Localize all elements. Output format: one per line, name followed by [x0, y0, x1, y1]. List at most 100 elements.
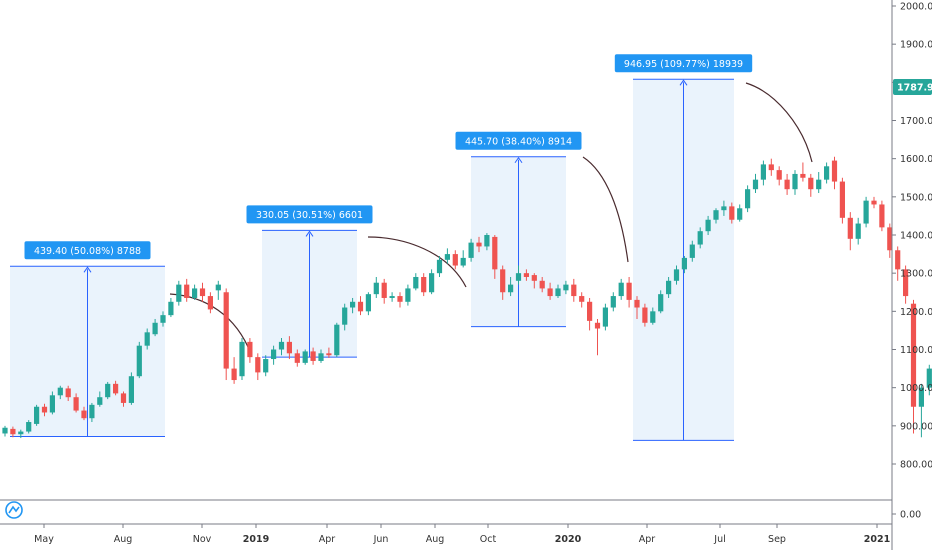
candle-102	[808, 173, 814, 197]
candle-84	[666, 276, 672, 298]
candle-19	[152, 318, 158, 337]
candle-body	[397, 296, 403, 302]
candle-71	[563, 280, 569, 295]
candle-body	[294, 353, 300, 363]
candle-body	[602, 307, 608, 327]
price-tick-label: 1100.00	[900, 345, 932, 356]
candle-12	[97, 391, 103, 407]
price-axis[interactable]: 2000.001900.001800.001700.001600.001500.…	[891, 0, 932, 550]
range-arrow-head-1	[83, 266, 92, 273]
candle-29	[231, 357, 237, 384]
price-tick-label: 1500.00	[900, 192, 932, 203]
candle-20	[160, 311, 166, 327]
tradingview-logo[interactable]	[5, 501, 23, 519]
candle-107	[847, 212, 853, 251]
candle-64	[508, 276, 514, 297]
candle-48	[381, 278, 387, 304]
candle-body	[745, 189, 751, 209]
candle-body	[405, 288, 411, 302]
candle-114	[903, 265, 909, 304]
candle-body	[231, 368, 237, 381]
candle-24	[192, 284, 198, 300]
volume-axis-label: 0.00	[900, 510, 921, 521]
candle-body	[326, 353, 332, 356]
candle-65	[515, 265, 522, 285]
candle-body	[334, 324, 340, 356]
candle-body	[847, 217, 853, 239]
candle-body	[436, 259, 443, 274]
candle-body	[278, 341, 285, 350]
candle-body	[666, 280, 672, 295]
candle-body	[903, 269, 909, 297]
time-tick-label: Aug	[114, 534, 133, 545]
candle-body	[610, 296, 616, 308]
time-tick-label: Jun	[373, 534, 389, 545]
candle-58	[460, 250, 466, 268]
candle-body	[721, 206, 727, 211]
candle-body	[255, 357, 261, 373]
candle-52	[413, 273, 419, 291]
candle-body	[136, 345, 142, 377]
candle-body	[760, 164, 766, 180]
candle-body	[34, 406, 40, 424]
candle-body	[460, 257, 466, 266]
candle-body	[421, 276, 427, 293]
candle-9	[73, 393, 79, 413]
candle-body	[152, 322, 158, 335]
candle-99	[784, 173, 790, 195]
candle-body	[689, 244, 695, 258]
candle-body	[713, 210, 719, 220]
candle-77	[610, 292, 616, 312]
candle-13	[105, 381, 111, 400]
range-measurements: 439.40 (50.08%) 8788 330.05 (30.51%) 6601…	[10, 54, 753, 441]
candle-43	[342, 303, 348, 331]
candle-body	[926, 368, 932, 388]
candle-body	[571, 284, 577, 297]
projection-arc-4	[745, 82, 813, 163]
time-axis[interactable]: May Aug Nov 2019 Apr Jun Aug Oct 2020 Apr Jul Sep 20…	[0, 523, 892, 545]
price-tick-label: 900.00	[900, 421, 932, 432]
candle-28	[223, 288, 229, 381]
candle-body	[673, 269, 680, 281]
candle-body	[120, 393, 127, 403]
candle-27	[215, 280, 221, 300]
candle-22	[176, 280, 182, 306]
candle-body	[429, 273, 435, 293]
candle-body	[871, 200, 877, 205]
candle-body	[634, 299, 640, 308]
candle-82	[650, 307, 656, 325]
candle-41	[326, 347, 332, 358]
candle-body	[468, 242, 474, 258]
candle-45	[357, 296, 364, 316]
candle-7	[57, 385, 63, 400]
candle-21	[168, 297, 174, 318]
candle-87	[689, 240, 695, 262]
candle-body	[215, 284, 221, 291]
candle-98	[776, 166, 782, 186]
candle-body	[207, 296, 213, 310]
candle-79	[626, 276, 632, 308]
candle-body	[587, 301, 593, 321]
candle-body	[563, 284, 569, 291]
candle-47	[373, 276, 379, 298]
candle-106	[839, 177, 845, 224]
candle-body	[199, 288, 206, 297]
candle-8	[65, 385, 71, 402]
candle-92	[729, 202, 735, 224]
candle-body	[113, 383, 119, 394]
candle-4	[34, 404, 40, 426]
candle-105	[831, 156, 838, 190]
last-price-badge	[893, 78, 932, 95]
candle-body	[184, 284, 190, 298]
time-tick-label: May	[34, 534, 54, 545]
candle-73	[579, 292, 585, 308]
price-tick-label: 1400.00	[900, 231, 932, 242]
candle-body	[160, 315, 166, 323]
candle-3	[26, 420, 32, 434]
range-label-4: 946.95 (109.77%) 18939	[624, 59, 743, 70]
price-tick-label: 1700.00	[900, 116, 932, 127]
candle-101	[800, 162, 806, 182]
candle-body	[515, 273, 522, 281]
